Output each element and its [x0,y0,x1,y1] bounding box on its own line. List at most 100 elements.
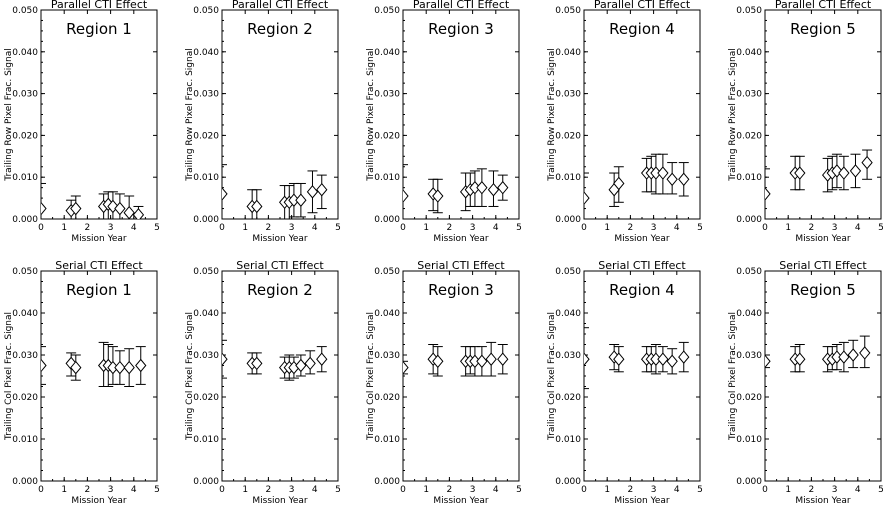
data-point-diamond [666,172,678,187]
chart-panel-3: Parallel CTI Effect Region 3 0 1 2 3 4 5 0.000 0.… [366,0,522,244]
data-series [765,149,873,219]
data-point-diamond [678,172,690,187]
x-tick-label: 3 [470,485,476,495]
data-point-diamond [849,164,862,178]
x-tick-label: 3 [108,485,114,495]
y-tick-label: 0.020 [374,393,400,403]
data-point-diamond [135,358,147,373]
x-tick-label: 2 [809,485,815,495]
y-tick-label: 0.050 [374,6,400,16]
y-tick-label: 0.050 [12,267,38,277]
plot-frame [764,9,882,220]
y-tick-label: 0.000 [193,477,219,487]
x-tick-label: 0 [38,485,44,495]
x-tick-label: 5 [878,485,883,495]
chart-title: Parallel CTI Effect [413,0,510,11]
y-tick-label: 0.030 [193,90,219,100]
y-tick-label: 0.030 [193,351,219,361]
data-point-diamond [304,356,316,371]
data-point-diamond [403,189,409,203]
x-axis-label: Mission Year [795,496,851,506]
x-tick-label: 3 [289,485,295,495]
data-series [222,339,328,381]
data-point-diamond [859,346,871,360]
y-tick-label: 0.030 [736,90,762,100]
region-label: Region 2 [247,281,313,299]
plot-frame [40,9,158,220]
y-tick-label: 0.020 [555,393,581,403]
x-tick-label: 1 [423,485,429,495]
y-axis-label: Trailing Col Pixel Frac. Signal [4,312,14,441]
chart-title: Serial CTI Effect [236,259,324,272]
plot-frame [40,270,158,482]
x-tick-label: 0 [400,223,406,233]
x-axis-label: Mission Year [614,496,670,506]
chart-panel-5: Parallel CTI Effect Region 5 0 1 2 3 4 5 0.000 0.… [728,0,883,244]
data-point-diamond [41,358,47,373]
data-point-diamond [432,354,444,369]
x-tick-label: 3 [289,223,295,233]
data-point-diamond [861,155,873,170]
data-point-diamond [114,201,126,216]
x-tick-label: 0 [219,485,225,495]
x-axis-label: Mission Year [433,496,489,506]
y-tick-label: 0.020 [555,131,581,141]
x-tick-label: 0 [400,485,406,495]
chart-panel-2: Parallel CTI Effect Region 2 0 1 2 3 4 5 0.000 0.… [185,0,341,244]
y-tick-label: 0.050 [193,267,219,277]
x-tick-label: 2 [266,223,272,233]
data-point-diamond [847,348,859,362]
y-tick-label: 0.040 [193,309,219,319]
data-point-diamond [222,352,228,366]
data-point-diamond [584,191,590,205]
data-point-diamond [584,352,590,366]
data-series [222,164,328,219]
y-tick-label: 0.000 [374,477,400,487]
plot-frame [583,9,701,220]
data-point-diamond [666,354,678,369]
y-tick-label: 0.030 [12,351,38,361]
x-axis-label: Mission Year [71,234,127,244]
data-point-diamond [295,193,307,207]
data-series [584,153,690,219]
chart-panel-8: Serial CTI Effect Region 3 0 1 2 3 4 5 0.000 0.01… [366,259,522,506]
x-tick-label: 4 [493,485,499,495]
plot-frame [221,270,339,482]
data-point-diamond [476,354,488,369]
y-tick-label: 0.050 [374,267,400,277]
x-tick-label: 2 [85,485,91,495]
x-axis-label: Mission Year [614,234,670,244]
x-tick-label: 4 [855,485,861,495]
y-axis-label: Trailing Col Pixel Frac. Signal [185,312,195,441]
x-tick-label: 2 [447,223,453,233]
data-series [403,164,509,219]
data-point-diamond [613,176,625,191]
y-axis-label: Trailing Row Pixel Frac. Signal [4,48,14,181]
y-tick-label: 0.020 [374,131,400,141]
x-tick-label: 5 [697,223,703,233]
y-tick-label: 0.010 [736,173,762,183]
y-tick-label: 0.040 [736,309,762,319]
x-tick-label: 3 [832,485,838,495]
y-tick-label: 0.000 [555,477,581,487]
x-tick-label: 4 [674,485,680,495]
region-label: Region 3 [428,281,494,299]
data-point-diamond [487,182,500,197]
x-axis-label: Mission Year [795,234,851,244]
chart-panel-7: Serial CTI Effect Region 2 0 1 2 3 4 5 0.000 0.01… [185,259,341,506]
x-tick-label: 3 [651,485,657,495]
data-point-diamond [251,356,263,371]
chart-title: Serial CTI Effect [598,259,686,272]
y-axis-label: Trailing Row Pixel Frac. Signal [547,48,557,181]
x-tick-label: 5 [697,485,703,495]
y-tick-label: 0.010 [374,435,400,445]
region-label: Region 1 [66,20,132,38]
x-tick-label: 1 [242,223,248,233]
x-tick-label: 5 [516,485,522,495]
x-tick-label: 2 [266,485,272,495]
x-tick-label: 2 [628,485,634,495]
y-axis-label: Trailing Row Pixel Frac. Signal [366,48,376,181]
data-point-diamond [403,360,409,375]
x-tick-label: 4 [493,223,499,233]
